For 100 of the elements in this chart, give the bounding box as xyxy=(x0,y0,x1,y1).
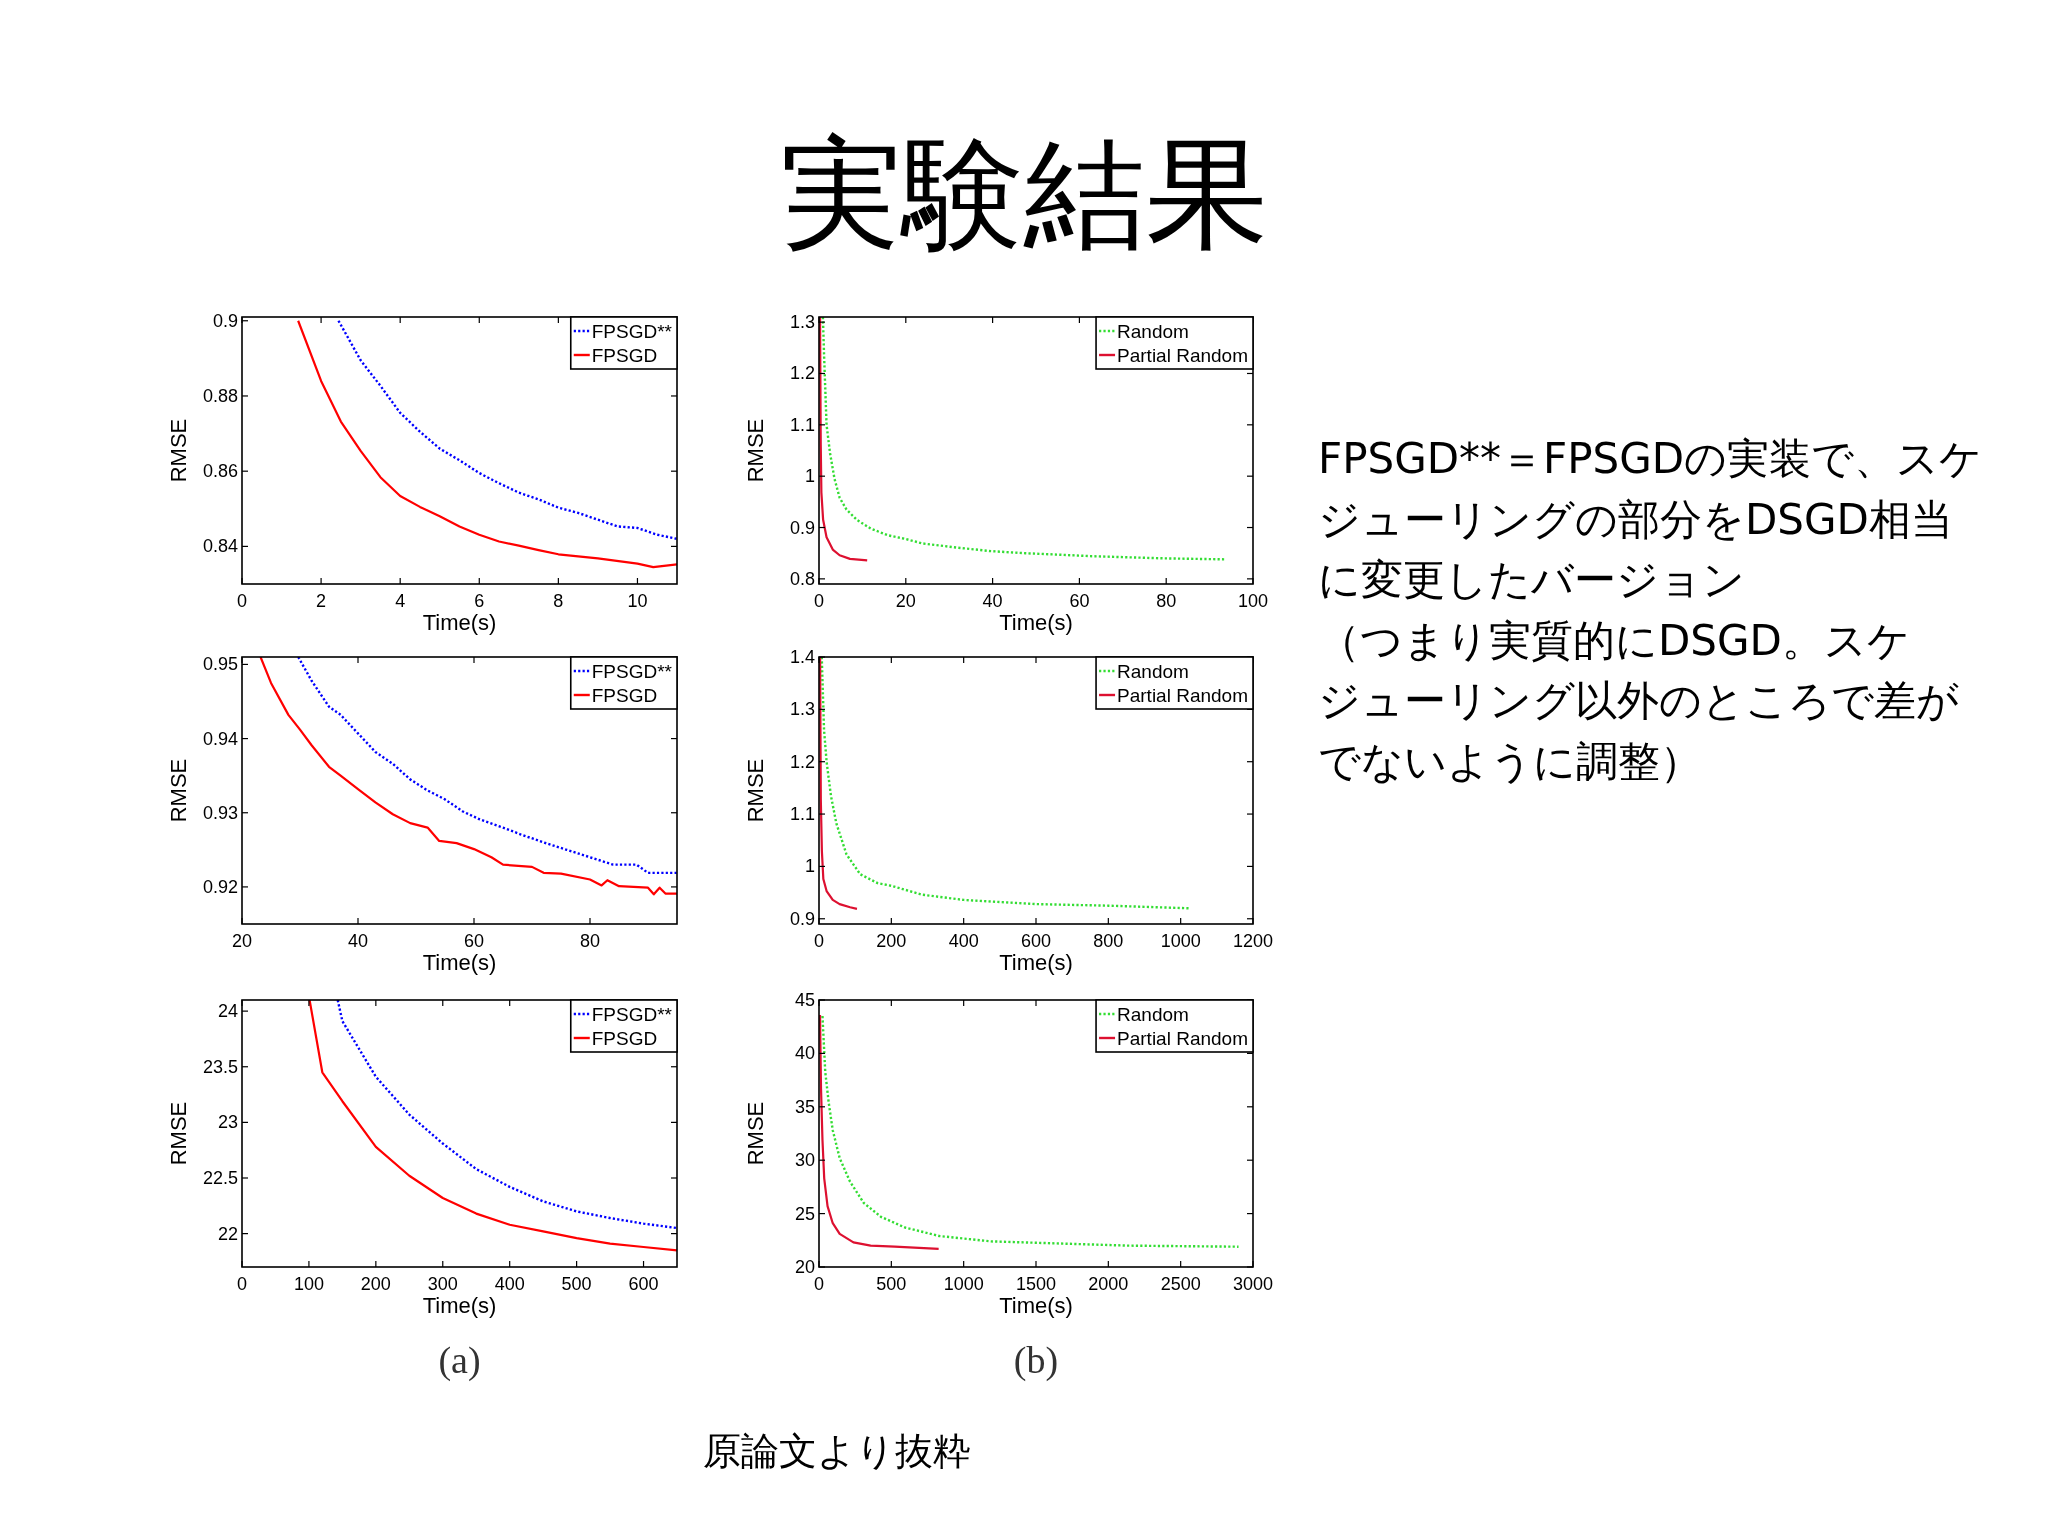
x-tick-label: 800 xyxy=(1093,931,1124,951)
y-tick-label: 0.94 xyxy=(202,728,238,749)
y-tick-label: 0.9 xyxy=(212,310,238,331)
line-series xyxy=(819,657,859,910)
y-tick-label: 1 xyxy=(804,856,815,877)
y-tick-label: 30 xyxy=(794,1150,815,1171)
x-tick-label: 300 xyxy=(427,1274,458,1294)
y-axis-title: RMSE xyxy=(743,418,768,483)
text: に変更したバージョン xyxy=(1318,555,1745,604)
y-tick-label: 0.9 xyxy=(789,908,815,929)
x-tick-label: 0 xyxy=(813,931,825,951)
y-axis-title: RMSE xyxy=(166,1101,191,1166)
x-tick-label: 1000 xyxy=(943,1274,984,1294)
x-tick-label: 8 xyxy=(553,591,564,611)
legend-label: Random xyxy=(1117,660,1189,682)
x-tick-label: 6 xyxy=(474,591,485,611)
legend-label: Random xyxy=(1117,320,1189,342)
y-tick-label: 0.84 xyxy=(202,536,238,557)
x-tick-label: 1200 xyxy=(1232,931,1274,951)
legend-label: FPSGD xyxy=(591,684,658,706)
legend-label: Partial Random xyxy=(1117,684,1248,706)
x-axis-title: Time(s) xyxy=(999,950,1073,975)
legend-label: FPSGD** xyxy=(591,1003,673,1025)
y-tick-label: 22.5 xyxy=(202,1168,238,1188)
x-tick-label: 0 xyxy=(813,1274,825,1294)
x-tick-label: 80 xyxy=(579,931,601,951)
y-tick-label: 20 xyxy=(794,1257,815,1277)
x-tick-label: 100 xyxy=(1237,591,1269,611)
x-tick-label: 1500 xyxy=(1015,1274,1057,1294)
y-tick-label: 1.4 xyxy=(789,647,815,667)
y-tick-label: 1.3 xyxy=(789,699,815,720)
x-tick-label: 2500 xyxy=(1160,1274,1201,1294)
y-tick-label: 1.3 xyxy=(789,312,815,333)
line-series xyxy=(337,319,677,541)
x-tick-label: 200 xyxy=(876,931,907,951)
x-tick-label: 600 xyxy=(628,1274,659,1294)
x-tick-label: 0 xyxy=(236,1274,248,1294)
text: 原論文より抜粋 xyxy=(703,1429,971,1473)
text: ジューリングの部分をDSGD相当 xyxy=(1318,494,1953,544)
legend-label: Random xyxy=(1117,1003,1189,1025)
y-tick-label: 0.9 xyxy=(789,517,815,538)
y-tick-label: 0.8 xyxy=(789,568,815,589)
x-tick-label: 500 xyxy=(561,1274,592,1294)
x-tick-label: 10 xyxy=(627,591,648,611)
x-tick-label: 100 xyxy=(293,1274,324,1294)
y-tick-label: 45 xyxy=(794,990,815,1010)
x-tick-label: 2 xyxy=(316,591,327,611)
y-axis-title: RMSE xyxy=(743,1101,768,1166)
y-tick-label: 23 xyxy=(217,1112,238,1133)
x-axis-title: Time(s) xyxy=(422,610,497,635)
y-tick-label: 22 xyxy=(217,1223,238,1244)
x-tick-label: 1000 xyxy=(1160,931,1201,951)
x-tick-label: 2000 xyxy=(1088,1274,1129,1294)
y-axis-title: RMSE xyxy=(166,418,191,483)
y-tick-label: 24 xyxy=(217,1001,238,1022)
y-tick-label: 1.1 xyxy=(789,804,815,825)
x-tick-label: 80 xyxy=(1156,591,1177,611)
x-axis-title: Time(s) xyxy=(422,1293,497,1318)
line-series xyxy=(819,317,869,562)
x-tick-label: 20 xyxy=(895,591,916,611)
legend-label: FPSGD xyxy=(591,344,658,366)
y-tick-label: 0.95 xyxy=(202,654,238,675)
line-series xyxy=(336,1000,677,1230)
legend-label: FPSGD** xyxy=(591,660,673,682)
y-tick-label: 0.88 xyxy=(202,385,238,406)
x-tick-label: 3000 xyxy=(1232,1274,1274,1294)
text: 実験結果 xyxy=(780,123,1268,265)
text: FPSGD**＝FPSGDの実装で、スケ xyxy=(1318,434,1983,483)
line-series xyxy=(297,319,677,569)
text: （つまり実質的にDSGD。スケ xyxy=(1318,615,1910,665)
text: ジューリング以外のところで差が xyxy=(1318,676,1959,725)
y-axis-title: RMSE xyxy=(166,758,191,823)
y-tick-label: 0.93 xyxy=(202,802,238,823)
x-tick-label: 400 xyxy=(494,1274,525,1294)
y-axis-title: RMSE xyxy=(743,758,768,823)
line-series xyxy=(259,657,677,896)
y-tick-label: 23.5 xyxy=(202,1056,238,1077)
x-tick-label: 40 xyxy=(982,591,1003,611)
x-tick-label: 4 xyxy=(395,591,406,611)
text: (a) xyxy=(438,1339,481,1382)
line-series xyxy=(819,1013,940,1250)
legend-label: FPSGD** xyxy=(591,320,673,342)
x-tick-label: 20 xyxy=(231,931,253,951)
y-tick-label: 35 xyxy=(794,1096,815,1117)
x-tick-label: 600 xyxy=(1020,931,1052,951)
y-tick-label: 1.2 xyxy=(789,363,815,384)
y-tick-label: 0.86 xyxy=(202,461,238,482)
legend-label: FPSGD xyxy=(591,1027,658,1049)
y-tick-label: 0.92 xyxy=(202,876,238,897)
y-tick-label: 25 xyxy=(794,1203,815,1224)
x-tick-label: 200 xyxy=(360,1274,391,1294)
legend-label: Partial Random xyxy=(1117,344,1248,366)
x-tick-label: 500 xyxy=(876,1274,907,1294)
x-axis-title: Time(s) xyxy=(422,950,497,975)
x-axis-title: Time(s) xyxy=(999,1293,1073,1318)
x-tick-label: 60 xyxy=(463,931,485,951)
x-tick-label: 40 xyxy=(347,931,369,951)
y-tick-label: 1.2 xyxy=(789,751,815,772)
y-tick-label: 40 xyxy=(794,1043,815,1064)
x-axis-title: Time(s) xyxy=(999,610,1073,635)
